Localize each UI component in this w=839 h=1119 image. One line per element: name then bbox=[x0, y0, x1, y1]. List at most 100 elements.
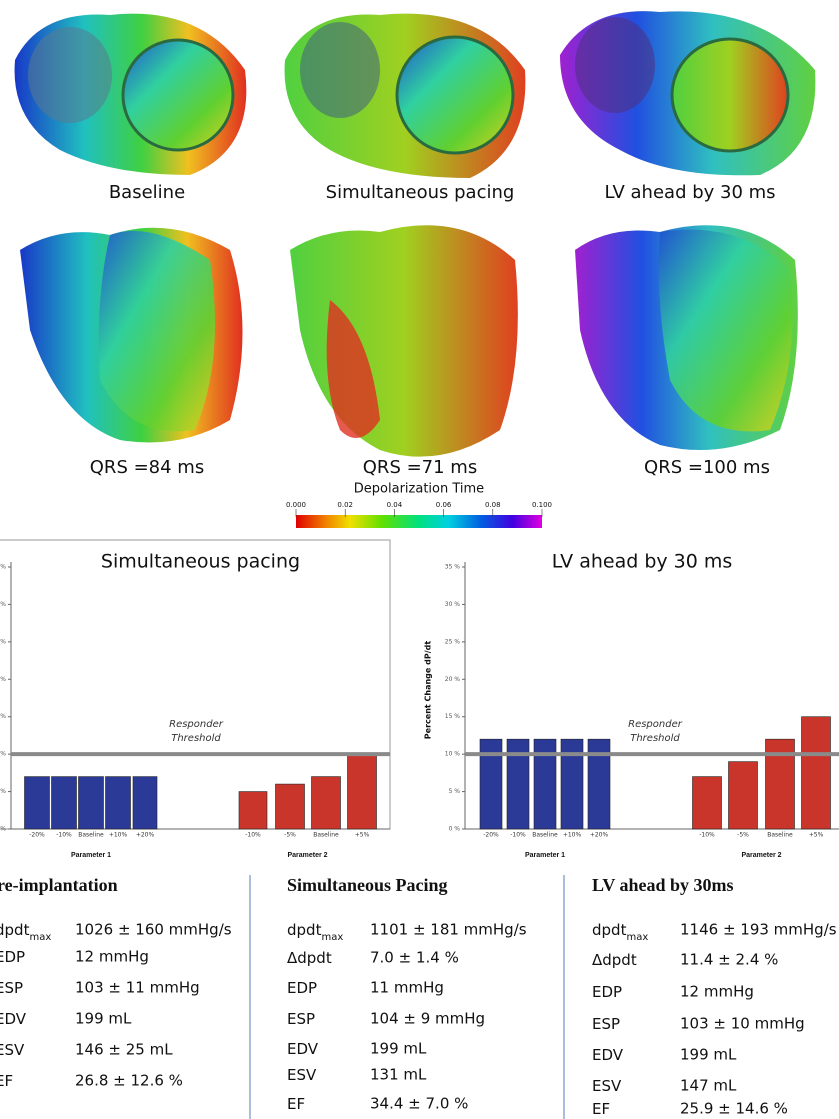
row-value: 26.8 ± 12.6 % bbox=[75, 1072, 183, 1090]
group-label: Parameter 2 bbox=[287, 852, 327, 859]
row-label-main: EDP bbox=[0, 948, 25, 966]
panel-label: Baseline bbox=[109, 182, 185, 203]
row-value: 34.4 ± 7.0 % bbox=[370, 1095, 468, 1113]
row-label-sub: max bbox=[321, 932, 343, 943]
row-label-main: dpdt bbox=[287, 921, 322, 939]
row-label-main: EDP bbox=[287, 979, 317, 997]
row-value: 7.0 ± 1.4 % bbox=[370, 949, 459, 967]
row-label: dpdtmax bbox=[0, 921, 51, 944]
row-label: dpdtmax bbox=[287, 921, 343, 944]
row-label-main: EDV bbox=[592, 1046, 624, 1064]
y-axis-label: Percent Change dP/dt bbox=[424, 641, 433, 740]
row-label-main: Δdpdt bbox=[592, 951, 637, 969]
row-label: EDP bbox=[287, 979, 317, 997]
row-label: EDV bbox=[287, 1040, 319, 1058]
table-title: LV ahead by 30ms bbox=[592, 875, 734, 895]
bar bbox=[533, 738, 557, 830]
row-label: EDP bbox=[0, 948, 25, 966]
panel-label: LV ahead by 30 ms bbox=[604, 182, 775, 203]
qrs-label: QRS =84 ms bbox=[90, 457, 204, 478]
bar bbox=[132, 776, 158, 830]
row-label: EF bbox=[592, 1100, 610, 1118]
y-tick-label: 5 % bbox=[0, 788, 6, 795]
row-label-main: EDV bbox=[287, 1040, 319, 1058]
row-label-main: EDP bbox=[592, 983, 622, 1001]
row-value: 11 mmHg bbox=[370, 979, 444, 997]
row-value: 25.9 ± 14.6 % bbox=[680, 1100, 788, 1118]
x-tick-label: +5% bbox=[355, 832, 370, 839]
y-tick-label: 25 % bbox=[445, 638, 461, 645]
group-label: Parameter 1 bbox=[71, 852, 111, 859]
panel-label: Simultaneous pacing bbox=[326, 182, 515, 203]
row-label: EDV bbox=[0, 1010, 27, 1028]
bar bbox=[347, 753, 377, 830]
row-label-main: EDV bbox=[0, 1010, 27, 1028]
colorbar-tick-label: 0.08 bbox=[485, 501, 501, 509]
y-tick-label: 15 % bbox=[445, 713, 461, 720]
x-tick-label: +10% bbox=[563, 832, 582, 839]
chart-title: Simultaneous pacing bbox=[101, 551, 300, 573]
row-label-main: ESV bbox=[0, 1041, 25, 1059]
row-label-main: Δdpdt bbox=[287, 949, 332, 967]
x-tick-label: -10% bbox=[510, 832, 526, 839]
row-value: 199 mL bbox=[680, 1046, 737, 1064]
row-label: dpdtmax bbox=[592, 921, 648, 944]
row-label-main: ESP bbox=[287, 1010, 315, 1028]
x-tick-label: Baseline bbox=[767, 832, 793, 839]
row-label-main: dpdt bbox=[0, 921, 30, 939]
bar bbox=[51, 776, 77, 830]
row-label-main: dpdt bbox=[592, 921, 627, 939]
y-tick-label: 0 % bbox=[0, 826, 6, 833]
x-tick-label: Baseline bbox=[313, 832, 339, 839]
colorbar-title: Depolarization Time bbox=[354, 482, 484, 497]
row-label-main: EF bbox=[287, 1095, 305, 1113]
x-tick-label: -5% bbox=[737, 832, 749, 839]
row-value: 147 mL bbox=[680, 1077, 737, 1095]
x-tick-label: Baseline bbox=[532, 832, 558, 839]
bar bbox=[311, 776, 341, 830]
row-label-main: ESP bbox=[0, 979, 23, 997]
x-tick-label: -20% bbox=[483, 832, 499, 839]
row-value: 12 mmHg bbox=[75, 948, 149, 966]
colorbar-tick-label: 0.000 bbox=[286, 501, 306, 509]
x-tick-label: +10% bbox=[109, 832, 128, 839]
row-label: ESP bbox=[287, 1010, 315, 1028]
qrs-label: QRS =100 ms bbox=[644, 457, 770, 478]
bar bbox=[479, 738, 503, 830]
colorbar-tick-label: 0.04 bbox=[387, 501, 403, 509]
colorbar-tick-label: 0.100 bbox=[532, 501, 552, 509]
y-tick-label: 15 % bbox=[0, 713, 6, 720]
row-label-main: EF bbox=[0, 1072, 13, 1090]
row-label-main: ESV bbox=[287, 1066, 317, 1084]
bar bbox=[238, 791, 268, 830]
row-label: EDV bbox=[592, 1046, 624, 1064]
row-label: Δdpdt bbox=[592, 951, 637, 969]
bar bbox=[801, 716, 831, 830]
colorbar bbox=[296, 515, 542, 528]
group-label: Parameter 2 bbox=[741, 852, 781, 859]
row-label-sub: max bbox=[29, 932, 51, 943]
row-value: 103 ± 10 mmHg bbox=[680, 1015, 805, 1033]
row-value: 103 ± 11 mmHg bbox=[75, 979, 200, 997]
group-label: Parameter 1 bbox=[525, 852, 565, 859]
row-label: ESP bbox=[592, 1015, 620, 1033]
bar bbox=[506, 738, 530, 830]
colorbar-tick-label: 0.06 bbox=[436, 501, 452, 509]
qrs-label: QRS =71 ms bbox=[363, 457, 477, 478]
bar bbox=[587, 738, 611, 830]
table-title: Pre-implantation bbox=[0, 875, 118, 895]
threshold-label: Responder bbox=[169, 719, 224, 730]
row-label-main: ESV bbox=[592, 1077, 622, 1095]
bar bbox=[728, 761, 758, 830]
row-label: ESV bbox=[0, 1041, 25, 1059]
bar bbox=[105, 776, 131, 830]
row-value: 199 mL bbox=[75, 1010, 132, 1028]
x-tick-label: -10% bbox=[245, 832, 261, 839]
y-tick-label: 25 % bbox=[0, 638, 6, 645]
row-label: Δdpdt bbox=[287, 949, 332, 967]
table-dividers bbox=[249, 875, 565, 1119]
row-value: 1101 ± 181 mmHg/s bbox=[370, 921, 527, 939]
heart-images bbox=[14, 11, 816, 457]
row-value: 1146 ± 193 mmHg/s bbox=[680, 921, 837, 939]
